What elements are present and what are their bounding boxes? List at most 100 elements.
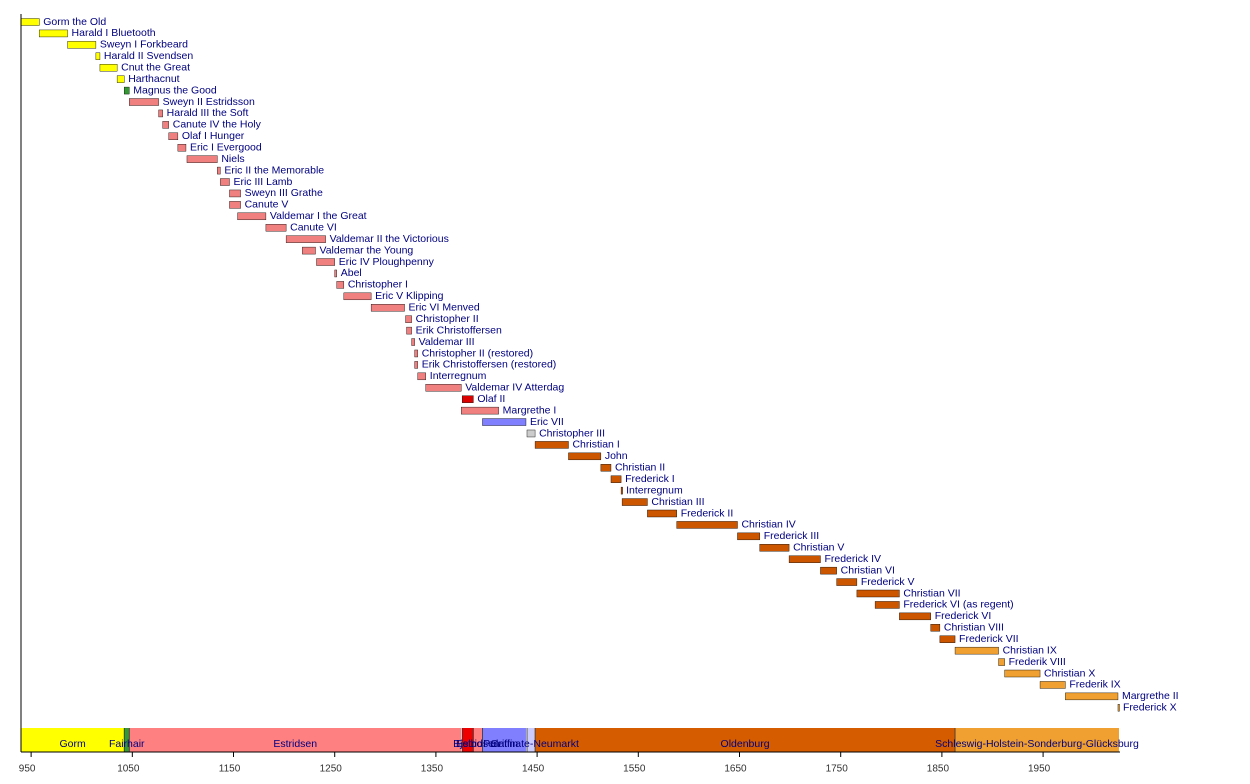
monarch-label: Christopher II bbox=[416, 313, 479, 325]
monarch-label: Frederick III bbox=[764, 530, 819, 542]
reign-bar bbox=[229, 189, 241, 198]
reign-bar bbox=[343, 292, 372, 301]
reign-bar bbox=[285, 235, 326, 243]
reign-bar bbox=[620, 486, 623, 495]
monarch-label: Erik Christoffersen bbox=[416, 324, 502, 336]
dynasty-bar bbox=[482, 728, 526, 752]
monarch-label: Frederick VII bbox=[959, 633, 1019, 645]
reign-bar bbox=[229, 201, 241, 209]
dynasty-label: Griffin bbox=[490, 738, 518, 750]
monarch-label: Frederick I bbox=[625, 473, 675, 485]
monarch-label: Eric VII bbox=[530, 416, 564, 428]
monarch-label: Christopher II (restored) bbox=[422, 347, 533, 359]
monarch-label: Canute IV the Holy bbox=[173, 119, 262, 131]
x-tick-label: 1250 bbox=[320, 764, 343, 775]
monarch-label: Eric I Evergood bbox=[190, 142, 262, 154]
monarch-label: Margrethe I bbox=[503, 404, 557, 416]
monarch-label: Christian X bbox=[1044, 667, 1095, 679]
reign-bar bbox=[95, 52, 101, 60]
reign-bar bbox=[414, 349, 418, 358]
reign-bar bbox=[265, 224, 287, 232]
reign-bar bbox=[1039, 681, 1066, 689]
monarch-label: Harald III the Soft bbox=[167, 107, 249, 119]
reign-bar bbox=[168, 132, 179, 141]
dynasty-label: Estridsen bbox=[456, 738, 500, 750]
reign-bar bbox=[600, 464, 612, 472]
monarch-label: Frederick IV bbox=[824, 553, 881, 565]
reign-bar bbox=[1117, 704, 1120, 712]
dynasty-label: Oldenburg bbox=[721, 738, 770, 750]
x-tick-label: 950 bbox=[19, 764, 36, 775]
reign-bar bbox=[158, 109, 163, 118]
reign-bar bbox=[425, 384, 462, 392]
monarch-label: Margrethe II bbox=[1122, 690, 1179, 702]
reign-bar bbox=[788, 555, 821, 563]
reign-bar bbox=[417, 372, 426, 381]
dynasty-bar bbox=[462, 728, 474, 752]
monarch-label: Interregnum bbox=[626, 484, 683, 496]
monarch-label: Harthacnut bbox=[128, 73, 179, 85]
monarch-label: Christian I bbox=[572, 439, 619, 451]
labels: 950 1050 1150 1250 1350 1450 1550 1650 1750 1850 1… bbox=[19, 14, 1179, 775]
monarch-label: Christopher III bbox=[539, 427, 605, 439]
dynasty-bar bbox=[473, 728, 483, 752]
reign-bar bbox=[482, 418, 527, 426]
reign-bar bbox=[899, 612, 931, 621]
monarch-label: Sweyn II Estridsson bbox=[163, 96, 255, 108]
monarch-label: Magnus the Good bbox=[133, 84, 217, 96]
monarch-label: Frederik VIII bbox=[1009, 656, 1066, 668]
dynasty-bar bbox=[955, 728, 1119, 752]
monarch-label: Frederick X bbox=[1123, 702, 1177, 714]
reign-bar bbox=[21, 18, 40, 26]
reign-bar bbox=[39, 29, 68, 38]
plot-area bbox=[21, 18, 1120, 752]
monarch-label: Niels bbox=[221, 153, 244, 165]
monarch-label: Abel bbox=[341, 267, 362, 279]
monarch-label: Eric IV Ploughpenny bbox=[339, 256, 435, 268]
monarch-label: Frederick II bbox=[681, 507, 734, 519]
reign-bar bbox=[930, 624, 941, 632]
monarch-label: John bbox=[605, 450, 628, 462]
reign-bar bbox=[939, 635, 956, 643]
monarch-label: Sweyn III Grathe bbox=[245, 187, 323, 199]
monarch-label: Frederick V bbox=[861, 576, 915, 588]
monarch-label: Gorm the Old bbox=[43, 16, 106, 28]
reign-bar bbox=[162, 121, 169, 129]
reign-bar bbox=[676, 521, 738, 529]
monarch-label: Christopher I bbox=[348, 279, 408, 291]
dynasty-bar bbox=[129, 728, 462, 752]
monarch-label: Harald II Svendsen bbox=[104, 50, 193, 62]
reign-bar bbox=[647, 509, 677, 518]
reign-bar bbox=[217, 166, 221, 175]
monarch-label: Olaf II bbox=[477, 393, 505, 405]
monarch-label: Valdemar III bbox=[419, 336, 475, 348]
reign-bar bbox=[411, 338, 415, 346]
reign-bar bbox=[856, 589, 900, 598]
reign-bar bbox=[99, 64, 118, 72]
reign-bar bbox=[461, 406, 499, 415]
monarch-label: Eric II the Memorable bbox=[224, 164, 324, 176]
monarch-label: Valdemar I the Great bbox=[270, 210, 367, 222]
reign-bar bbox=[336, 281, 345, 289]
monarch-label: Christian IX bbox=[1003, 644, 1057, 656]
reign-bar bbox=[129, 98, 159, 106]
monarch-label: Christian VIII bbox=[944, 622, 1004, 634]
monarch-label: Eric III Lamb bbox=[233, 176, 292, 188]
monarch-label: Eric V Klipping bbox=[375, 290, 443, 302]
x-tick-label: 1050 bbox=[117, 764, 140, 775]
monarch-label: Christian VII bbox=[903, 587, 960, 599]
reign-bar bbox=[1065, 692, 1119, 701]
monarch-label: Frederick VI bbox=[935, 610, 992, 622]
reign-bar bbox=[406, 326, 412, 335]
reign-bar bbox=[462, 395, 474, 403]
reign-bar bbox=[820, 566, 837, 575]
reign-bar bbox=[836, 578, 858, 586]
x-tick-label: 1750 bbox=[826, 764, 849, 775]
monarch-label: Canute VI bbox=[290, 222, 337, 234]
dynasty-label: Estridsen bbox=[273, 738, 317, 750]
reign-bar bbox=[370, 304, 405, 312]
monarch-label: Erik Christoffersen (restored) bbox=[422, 359, 557, 371]
x-tick-label: 1650 bbox=[724, 764, 747, 775]
monarch-label: Frederik IX bbox=[1069, 679, 1120, 691]
